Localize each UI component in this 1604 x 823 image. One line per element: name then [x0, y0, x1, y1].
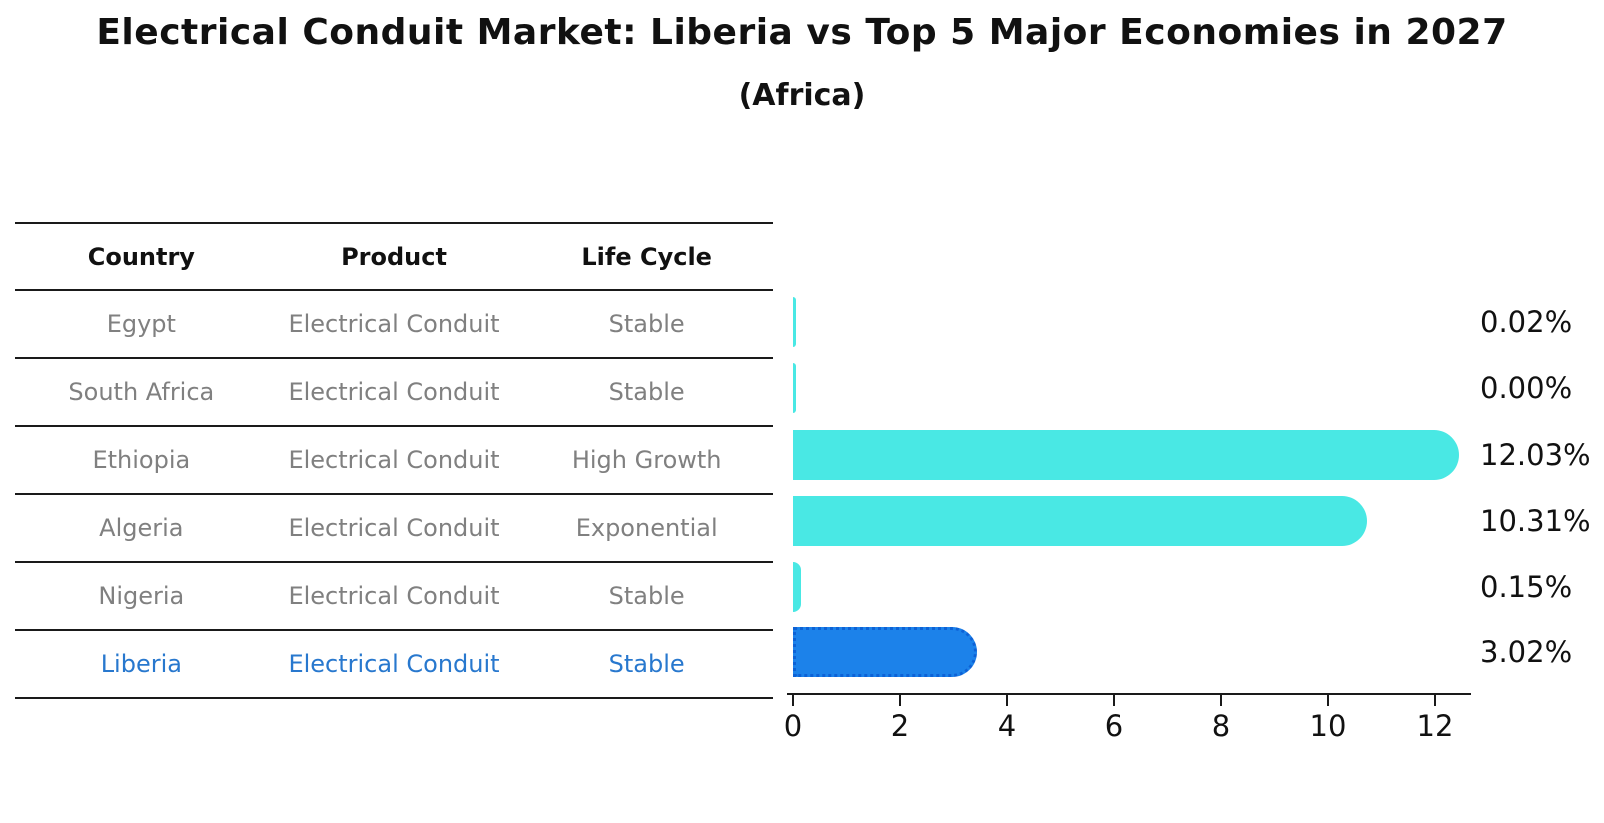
table-row-south-africa: South Africa Electrical Conduit Stable [15, 357, 773, 425]
x-axis-tick [792, 695, 794, 706]
table-cell: Electrical Conduit [288, 378, 500, 406]
x-axis-tick [1220, 695, 1222, 706]
x-axis-tick-label: 6 [1104, 709, 1124, 743]
table-cell: Stable [608, 650, 685, 678]
x-axis-tick [1113, 695, 1115, 706]
chart-title: Electrical Conduit Market: Liberia vs To… [96, 12, 1508, 53]
header-cell-life-cycle: Life Cycle [581, 242, 712, 271]
x-axis-tick-label: 8 [1211, 709, 1231, 743]
table-cell: Stable [608, 378, 685, 406]
table-cell: Liberia [100, 650, 182, 678]
value-label-nigeria: 0.15% [1480, 570, 1573, 604]
table-cell: Egypt [106, 310, 176, 338]
table-cell: Algeria [99, 514, 184, 542]
value-label-ethiopia: 12.03% [1480, 438, 1591, 472]
x-axis-tick [1434, 695, 1436, 706]
x-axis-tick-label: 12 [1416, 709, 1454, 743]
header-cell-country: Country [87, 242, 195, 271]
table-row-liberia: Liberia Electrical Conduit Stable [15, 629, 773, 697]
x-axis-tick-label: 0 [783, 709, 803, 743]
value-label-south-africa: 0.00% [1480, 371, 1573, 405]
table-cell: Electrical Conduit [288, 310, 500, 338]
table-cell: Electrical Conduit [288, 514, 500, 542]
x-axis-tick [1327, 695, 1329, 706]
table-row-algeria: Algeria Electrical Conduit Exponential [15, 493, 773, 561]
comparison-table: Country Product Life Cycle Egypt Electric… [15, 222, 773, 699]
table-cell: Electrical Conduit [288, 582, 500, 610]
table-cell: South Africa [68, 378, 215, 406]
table-row-ethiopia: Ethiopia Electrical Conduit High Growth [15, 425, 773, 493]
chart-subtitle: (Africa) [738, 78, 866, 113]
header-cell-product: Product [341, 242, 447, 271]
x-axis-tick [1006, 695, 1008, 706]
table-cell: High Growth [571, 446, 722, 474]
table-cell: Stable [608, 582, 685, 610]
value-label-liberia: 3.02% [1480, 635, 1573, 669]
table-header-row: Country Product Life Cycle [15, 222, 773, 289]
bar-egypt [793, 297, 796, 347]
table-cell: Ethiopia [92, 446, 191, 474]
bar-south-africa [793, 363, 796, 413]
x-axis-tick-label: 10 [1309, 709, 1347, 743]
x-axis-tick-label: 4 [997, 709, 1017, 743]
bar-liberia [793, 627, 977, 677]
table-cell: Electrical Conduit [288, 446, 500, 474]
table-row-nigeria: Nigeria Electrical Conduit Stable [15, 561, 773, 629]
x-axis-tick-label: 2 [890, 709, 910, 743]
table-cell: Exponential [575, 514, 718, 542]
x-axis-line [787, 693, 1471, 695]
table-row-egypt: Egypt Electrical Conduit Stable [15, 289, 773, 357]
bar-nigeria [793, 562, 802, 612]
table-cell: Stable [608, 310, 685, 338]
x-axis-tick [899, 695, 901, 706]
value-label-egypt: 0.02% [1480, 305, 1573, 339]
bar-algeria [793, 496, 1367, 546]
table-cell: Electrical Conduit [288, 650, 500, 678]
table-cell: Nigeria [98, 582, 185, 610]
value-label-algeria: 10.31% [1480, 504, 1591, 538]
bar-ethiopia [793, 430, 1459, 480]
